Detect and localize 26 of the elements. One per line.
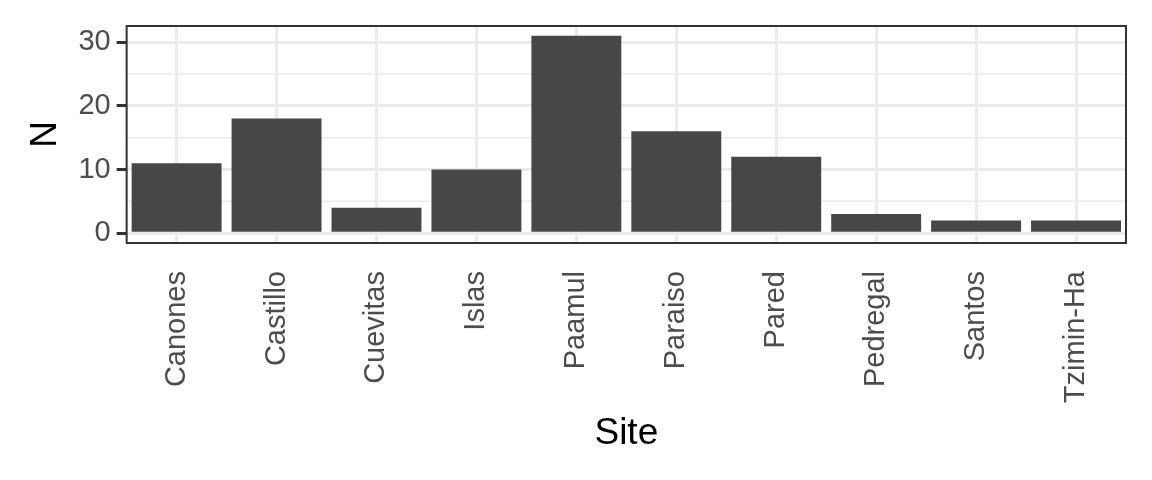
- x-tick-label: Cuevitas: [358, 271, 391, 384]
- y-tick-label: 10: [78, 151, 111, 184]
- bar: [731, 156, 822, 232]
- bar: [531, 35, 622, 232]
- x-tick-label: Paamul: [558, 271, 591, 370]
- x-tick-label: Paraiso: [658, 271, 691, 370]
- x-tick-label: Castillo: [258, 271, 291, 367]
- bar: [431, 169, 522, 232]
- bar: [631, 131, 722, 232]
- bar: [331, 207, 422, 232]
- y-tick-label: 0: [94, 215, 111, 248]
- x-tick-label: Santos: [958, 271, 991, 362]
- x-tick-label: Tzimin-Ha: [1058, 270, 1091, 404]
- y-axis-title: N: [23, 121, 65, 148]
- bar: [831, 214, 922, 232]
- x-tick-label: Pared: [758, 271, 791, 349]
- y-tick-label: 20: [78, 87, 111, 120]
- bar: [1031, 220, 1121, 232]
- x-tick-label: Canones: [158, 271, 191, 388]
- y-tick-label: 30: [78, 24, 111, 57]
- x-tick-label: Pedregal: [858, 271, 891, 388]
- x-axis-title: Site: [594, 411, 659, 452]
- bar: [131, 163, 222, 232]
- x-tick-label: Islas: [458, 271, 491, 331]
- bar: [931, 220, 1022, 232]
- bar: [231, 118, 322, 232]
